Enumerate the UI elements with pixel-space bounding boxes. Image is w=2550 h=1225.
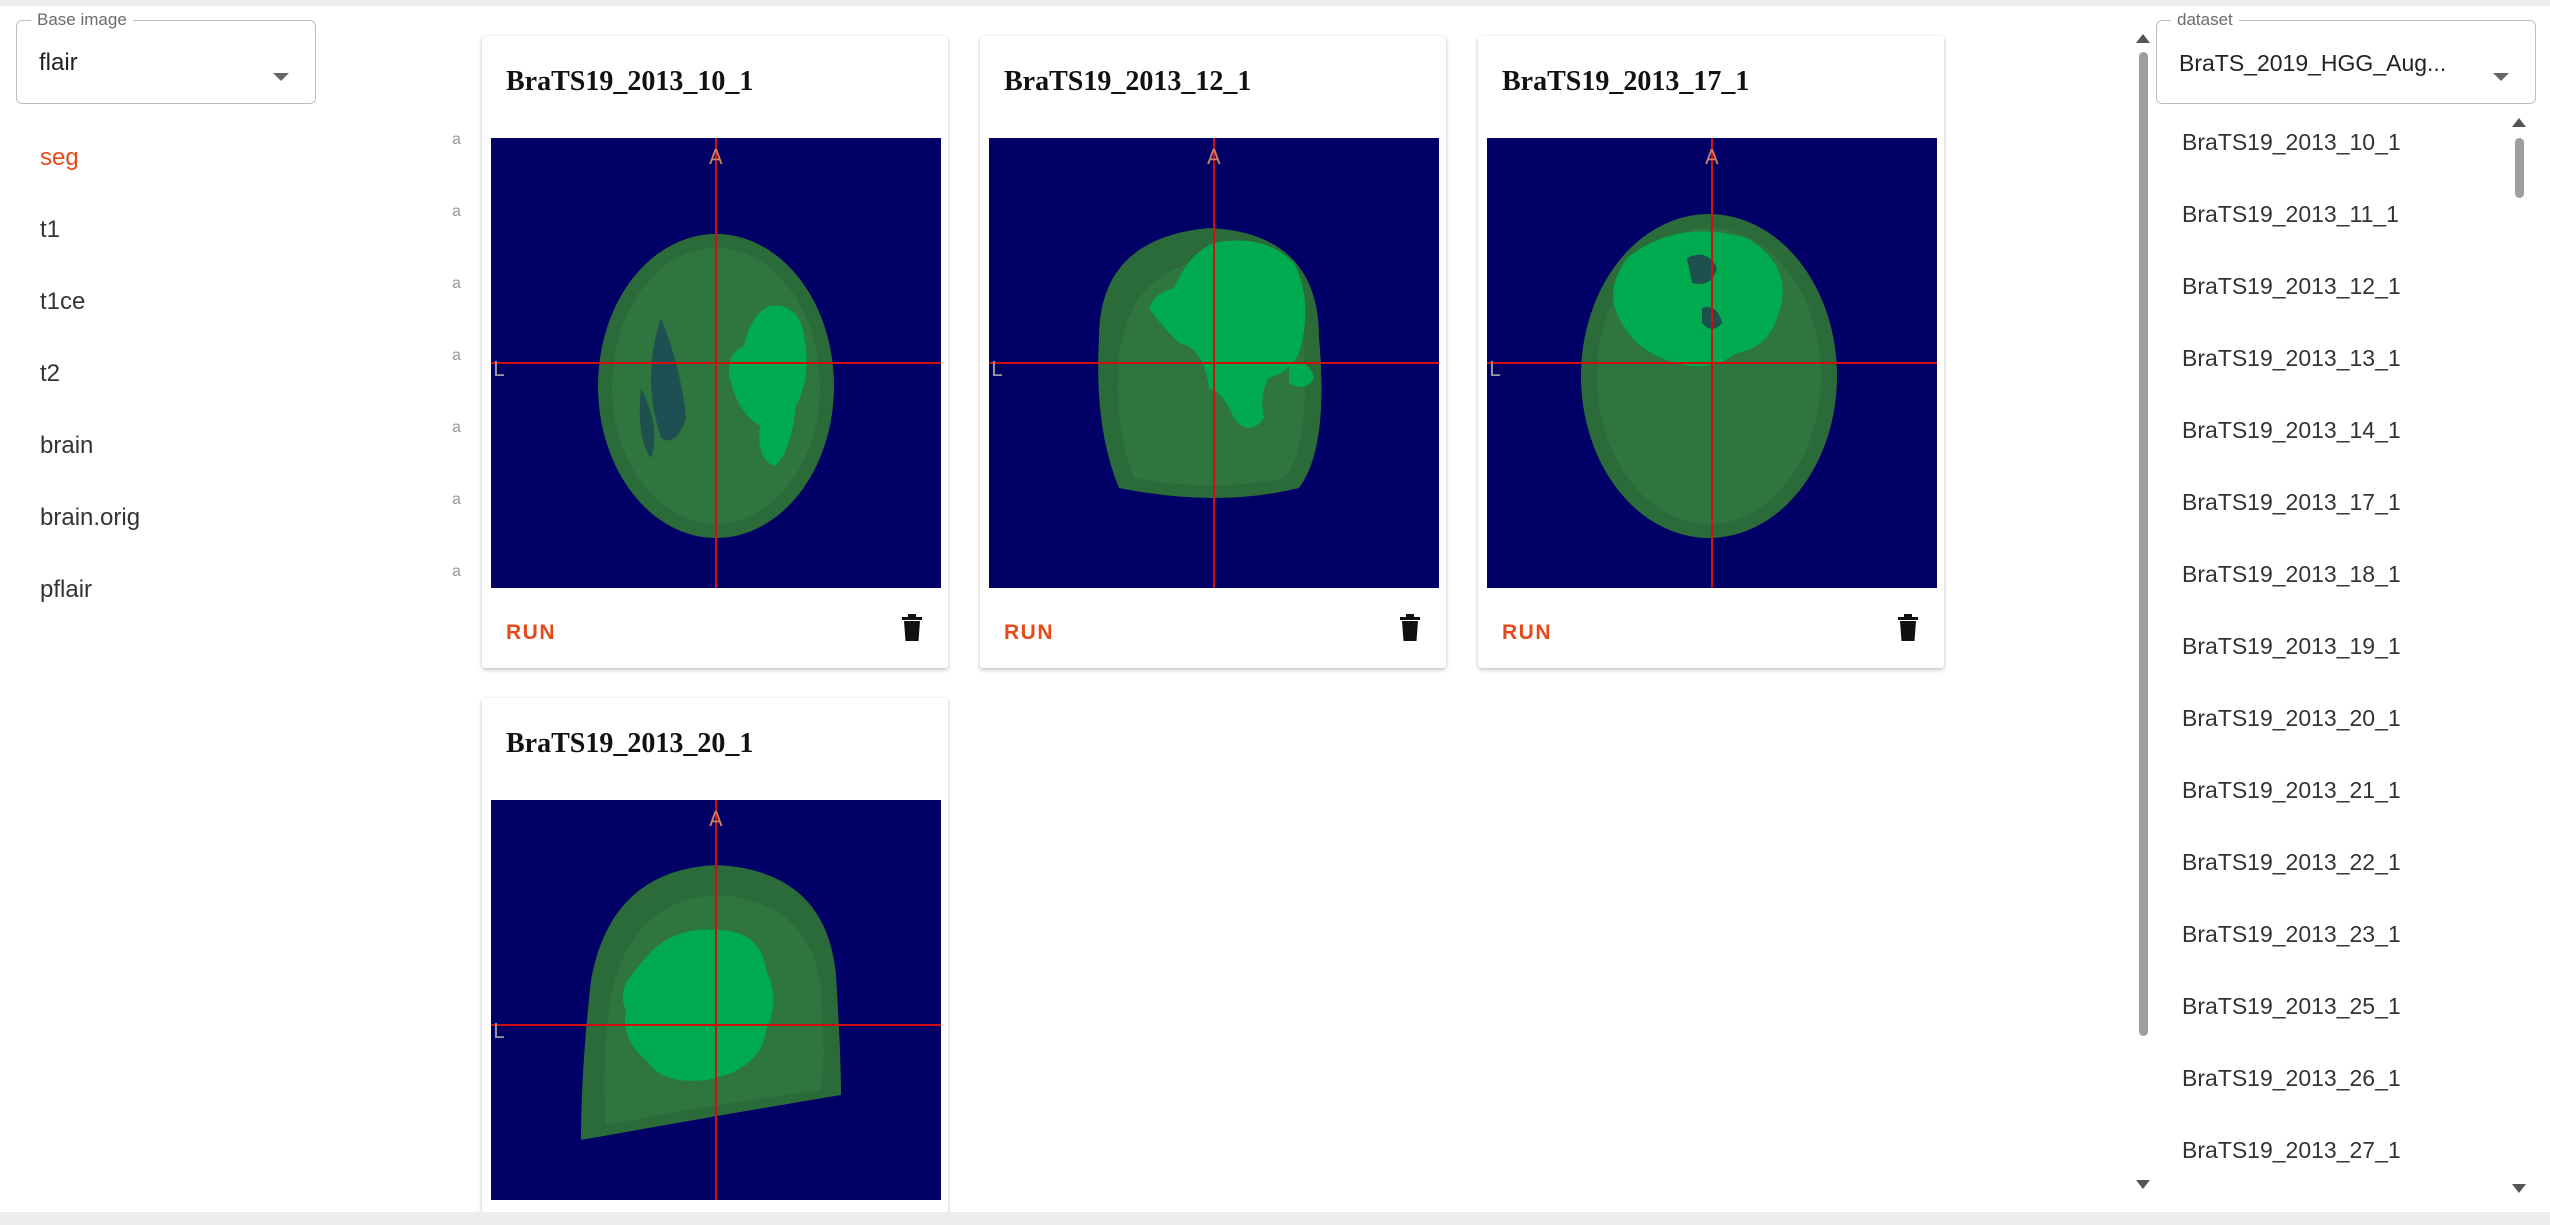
scroll-down-icon[interactable] — [2136, 1180, 2150, 1189]
dataset-item[interactable]: BraTS19_2013_11_1 — [2182, 201, 2399, 227]
dataset-item[interactable]: BraTS19_2013_17_1 — [2182, 489, 2401, 515]
modality-mark: a — [452, 347, 461, 364]
content-scroll-thumb[interactable] — [2139, 52, 2148, 1036]
orientation-top-label: A — [709, 145, 723, 169]
mri-slice: A L — [1487, 138, 1937, 588]
base-image-value: flair — [39, 49, 78, 76]
dataset-item[interactable]: BraTS19_2013_10_1 — [2182, 129, 2401, 155]
case-card: BraTS19_2013_12_1 A L RUN — [980, 36, 1446, 668]
modality-mark: a — [452, 491, 461, 508]
caret-down-icon[interactable] — [2493, 73, 2509, 81]
modality-marks: a a a a a a a — [452, 130, 468, 634]
modality-list: seg t1 t1ce t2 brain brain.orig pflair — [0, 138, 300, 642]
orientation-top-label: A — [709, 807, 723, 831]
mri-slice: A L — [989, 138, 1439, 588]
dataset-scrollbar[interactable] — [2512, 114, 2526, 1206]
dataset-item[interactable]: BraTS19_2013_18_1 — [2182, 561, 2401, 587]
modality-mark: a — [452, 131, 461, 148]
modality-item-brain[interactable]: brain — [40, 432, 94, 459]
mri-viewer[interactable]: A L — [491, 138, 941, 588]
case-title: BraTS19_2013_20_1 — [506, 728, 754, 759]
orientation-top-label: A — [1705, 145, 1719, 169]
run-button[interactable]: RUN — [506, 621, 556, 644]
mri-viewer[interactable]: A L — [989, 138, 1439, 588]
orientation-top-label: A — [1207, 145, 1221, 169]
trash-icon[interactable] — [1398, 614, 1422, 642]
orientation-left-label: L — [1489, 357, 1501, 381]
case-title: BraTS19_2013_17_1 — [1502, 66, 1750, 97]
dataset-item[interactable]: BraTS19_2013_26_1 — [2182, 1065, 2401, 1091]
dataset-item[interactable]: BraTS19_2013_12_1 — [2182, 273, 2401, 299]
dataset-item[interactable]: BraTS19_2013_14_1 — [2182, 417, 2401, 443]
modality-mark: a — [452, 419, 461, 436]
mri-viewer[interactable]: A L — [491, 800, 941, 1200]
base-image-legend: Base image — [31, 10, 133, 30]
mri-slice: A L — [491, 800, 941, 1200]
dataset-item[interactable]: BraTS19_2013_20_1 — [2182, 705, 2401, 731]
scroll-up-icon[interactable] — [2512, 118, 2526, 127]
dataset-item[interactable]: BraTS19_2013_19_1 — [2182, 633, 2401, 659]
dataset-list: BraTS19_2013_10_1 BraTS19_2013_11_1 BraT… — [2156, 124, 2496, 1204]
modality-item-brain-orig[interactable]: brain.orig — [40, 504, 141, 531]
base-image-select[interactable]: Base image flair — [16, 10, 316, 104]
case-card: BraTS19_2013_17_1 A L RUN — [1478, 36, 1944, 668]
orientation-left-label: L — [493, 1019, 505, 1043]
trash-icon[interactable] — [1896, 614, 1920, 642]
modality-mark: a — [452, 563, 461, 580]
trash-icon[interactable] — [900, 614, 924, 642]
caret-down-icon[interactable] — [273, 73, 289, 81]
dataset-scroll-thumb[interactable] — [2515, 138, 2524, 198]
run-button[interactable]: RUN — [1004, 621, 1054, 644]
scroll-down-icon[interactable] — [2512, 1184, 2526, 1193]
app-window: Base image flair seg t1 t1ce t2 brain br… — [0, 6, 2550, 1212]
dataset-item[interactable]: BraTS19_2013_25_1 — [2182, 993, 2401, 1019]
modality-item-t1[interactable]: t1 — [40, 216, 61, 243]
modality-mark: a — [452, 275, 461, 292]
case-title: BraTS19_2013_10_1 — [506, 66, 754, 97]
dataset-item[interactable]: BraTS19_2013_22_1 — [2182, 849, 2401, 875]
scroll-up-icon[interactable] — [2136, 34, 2150, 43]
orientation-left-label: L — [493, 357, 505, 381]
modality-mark: a — [452, 203, 461, 220]
case-card: BraTS19_2013_20_1 A L — [482, 698, 948, 1212]
case-card: BraTS19_2013_10_1 A L RUN — [482, 36, 948, 668]
modality-item-seg[interactable]: seg — [40, 144, 79, 171]
dataset-item[interactable]: BraTS19_2013_13_1 — [2182, 345, 2401, 371]
modality-item-pflair[interactable]: pflair — [40, 576, 93, 603]
content-scrollbar[interactable] — [2136, 30, 2150, 1206]
mri-slice: A L — [491, 138, 941, 588]
orientation-left-label: L — [991, 357, 1003, 381]
dataset-select[interactable]: dataset BraTS_2019_HGG_Aug... — [2156, 10, 2536, 104]
modality-item-t2[interactable]: t2 — [40, 360, 61, 387]
dataset-item[interactable]: BraTS19_2013_21_1 — [2182, 777, 2401, 803]
dataset-item[interactable]: BraTS19_2013_27_1 — [2182, 1137, 2401, 1163]
run-button[interactable]: RUN — [1502, 621, 1552, 644]
modality-item-t1ce[interactable]: t1ce — [40, 288, 86, 315]
dataset-item[interactable]: BraTS19_2013_23_1 — [2182, 921, 2401, 947]
case-title: BraTS19_2013_12_1 — [1004, 66, 1252, 97]
mri-viewer[interactable]: A L — [1487, 138, 1937, 588]
dataset-legend: dataset — [2171, 10, 2239, 30]
dataset-value: BraTS_2019_HGG_Aug... — [2179, 50, 2447, 76]
